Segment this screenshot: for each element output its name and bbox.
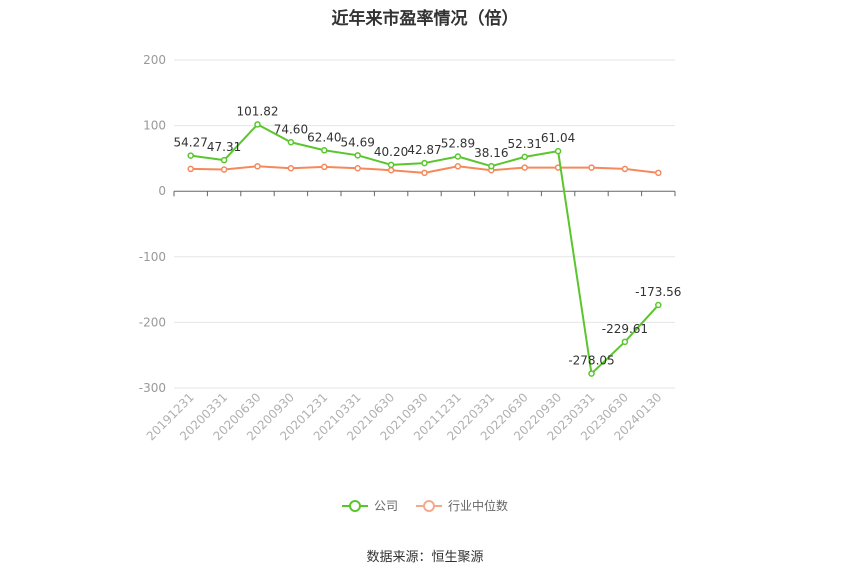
industry-median-point [387,166,395,174]
company-point [588,370,595,377]
company-point [254,121,261,128]
source-note: 数据来源：恒生聚源 [366,550,484,565]
industry-median-point [287,164,295,172]
legend-item-company[interactable]: 公司 [341,497,398,514]
company-data-label: 52.89 [441,137,475,151]
company-point [488,162,495,170]
axes: 2001000-100-200-300201912312020033120200… [139,53,676,443]
y-tick-label: 100 [143,119,166,133]
industry-median-point [354,164,361,172]
company-data-label: -173.56 [635,285,681,299]
company-data-label: 40.20 [374,145,408,159]
y-tick-label: -100 [139,250,166,264]
y-tick-label: 200 [143,53,166,67]
legend-item-industry-median[interactable]: 行业中位数 [416,497,508,514]
industry-median-point [621,165,629,173]
company-point [655,301,662,309]
industry-median-point [588,164,595,171]
company-data-label: 62.40 [307,130,341,144]
company-point [554,147,562,155]
company-data-label: 38.16 [474,146,508,160]
industry-median-point [421,169,428,177]
chart-title: 近年来市盈率情况（倍） [331,9,519,29]
industry-median-point [454,163,462,170]
legend-company-label: 公司 [373,499,398,513]
company-data-label: 52.31 [508,137,542,151]
company-point [621,338,629,346]
y-tick-label: -300 [139,381,166,395]
company-data-label: -278.05 [568,354,614,368]
company-point [220,156,228,164]
legend-company-swatch-icon [341,499,368,513]
company-point [387,161,395,169]
company-data-label: 47.31 [207,140,241,154]
y-tick-label: -200 [139,315,166,329]
company-point [287,139,295,146]
series-layer [187,121,662,377]
legend-industry-swatch-icon [416,499,442,513]
grid-lines [174,59,675,389]
industry-median-point [187,165,194,173]
company-point [354,152,361,159]
industry-median-point [321,163,328,171]
legend-industry-label: 行业中位数 [448,499,509,513]
company-point [454,153,462,160]
industry-median-point [254,163,261,170]
company-data-label: 61.04 [541,131,575,145]
company-data-label: 74.60 [274,122,308,136]
company-data-label: 54.69 [341,135,375,149]
company-data-label: 101.82 [237,104,279,118]
y-tick-label: 0 [158,184,166,198]
company-point [187,152,194,159]
legend[interactable]: 公司 行业中位数 [0,497,850,514]
industry-median-point [655,169,662,177]
company-point [321,147,328,154]
company-point [521,153,528,161]
company-data-label: -229.61 [602,322,648,336]
company-data-label: 42.87 [407,143,441,157]
company-data-label: 54.27 [174,136,208,150]
industry-median-point [521,164,528,171]
company-point [421,159,428,167]
industry-median-point [220,166,228,173]
